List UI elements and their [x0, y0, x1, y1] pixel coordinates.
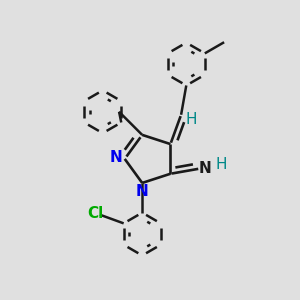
Text: Cl: Cl [87, 206, 104, 221]
Text: N: N [199, 160, 212, 175]
Text: H: H [186, 112, 197, 127]
Text: H: H [215, 157, 227, 172]
Text: N: N [136, 184, 148, 199]
Text: N: N [110, 150, 123, 165]
